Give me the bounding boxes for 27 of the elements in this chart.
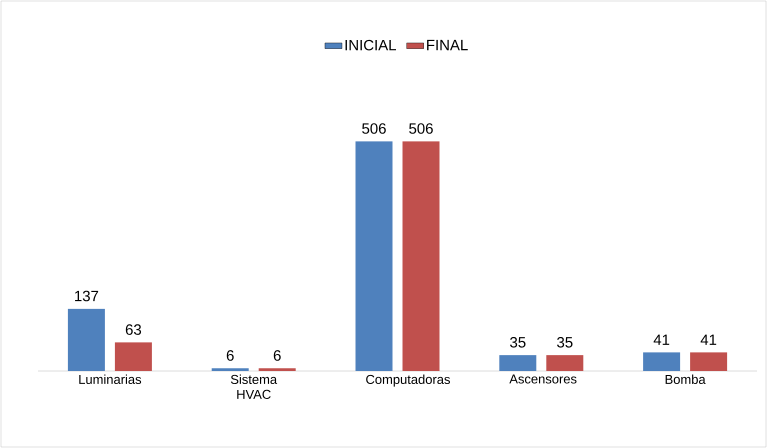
data-label: 137 xyxy=(75,290,98,302)
x-tick-label: Ascensores xyxy=(509,374,577,384)
data-label: 41 xyxy=(654,334,670,345)
data-label: 6 xyxy=(274,350,281,361)
bar xyxy=(690,352,728,371)
bar xyxy=(68,308,105,371)
data-label: 35 xyxy=(557,337,572,348)
bar xyxy=(499,355,536,371)
bar xyxy=(258,368,296,371)
bar xyxy=(546,355,584,371)
x-tick-label: Bomba xyxy=(666,374,706,384)
x-tick-label: Luminarias xyxy=(79,374,142,384)
x-tick-label: Sistema HVAC xyxy=(230,374,278,399)
data-label: 41 xyxy=(700,334,716,345)
bar xyxy=(356,141,393,371)
data-label: 35 xyxy=(510,337,526,348)
data-label: 6 xyxy=(226,350,234,361)
data-label: 63 xyxy=(126,324,142,335)
legend-label: FINAL xyxy=(427,40,468,50)
legend-label: INICIAL xyxy=(346,40,396,50)
bar xyxy=(402,141,440,371)
data-label: 506 xyxy=(409,123,433,134)
data-label: 506 xyxy=(362,123,386,134)
bar xyxy=(114,342,152,371)
bar xyxy=(643,352,680,371)
x-tick-label: Computadoras xyxy=(366,374,450,387)
bar xyxy=(212,368,249,371)
